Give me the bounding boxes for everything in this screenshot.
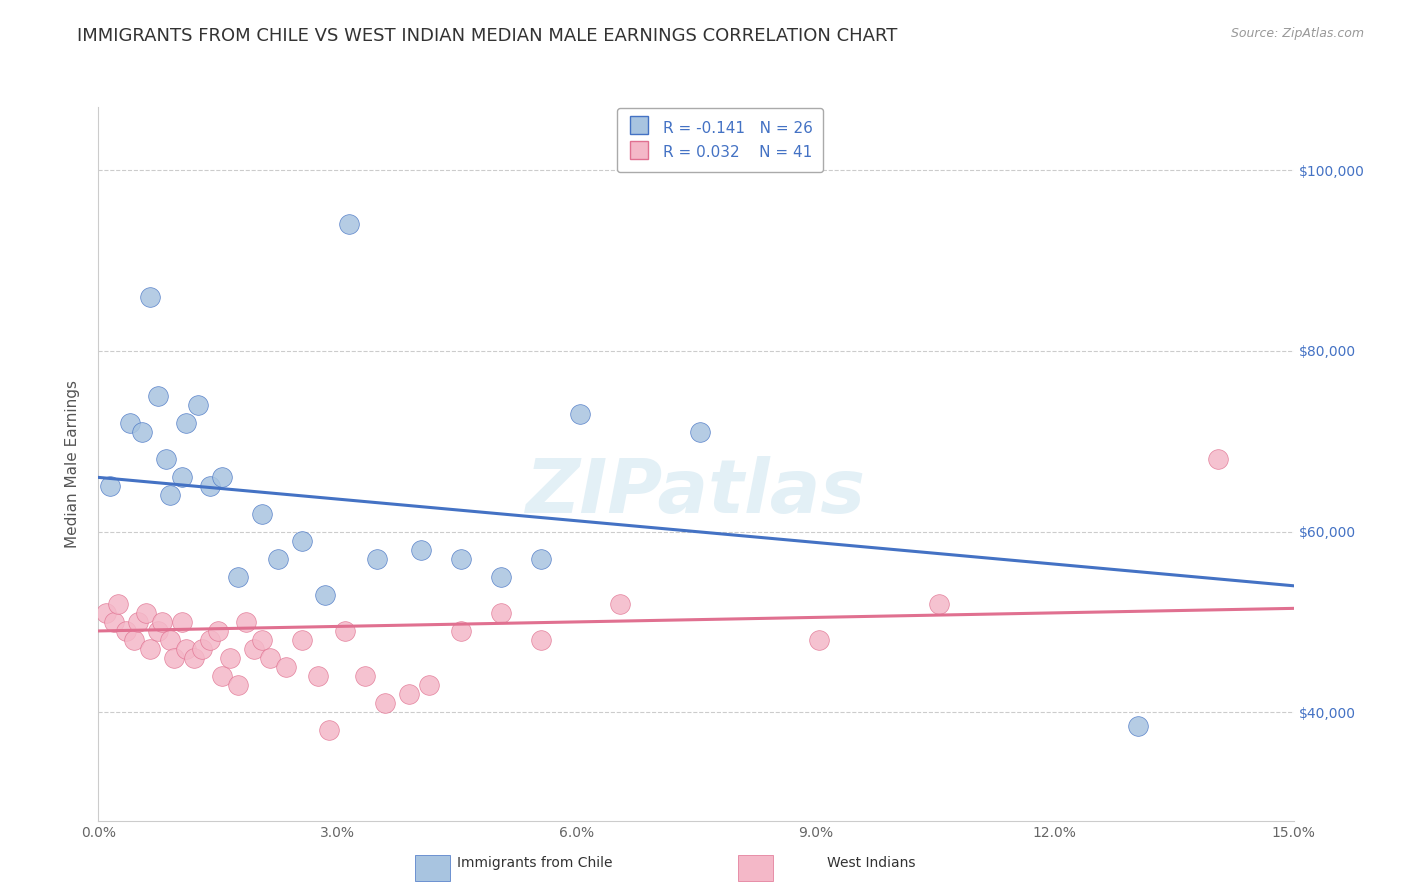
Point xyxy=(150,615,173,629)
Point xyxy=(398,687,420,701)
Point xyxy=(250,507,273,521)
Y-axis label: Median Male Earnings: Median Male Earnings xyxy=(65,380,80,548)
Point xyxy=(335,624,357,638)
Point xyxy=(366,551,388,566)
Point xyxy=(148,624,170,638)
Point xyxy=(211,470,233,484)
Point xyxy=(1206,452,1229,467)
Point xyxy=(530,551,553,566)
Point xyxy=(411,542,433,557)
Point xyxy=(808,632,831,647)
Point xyxy=(315,588,337,602)
Point xyxy=(155,452,177,467)
Point xyxy=(928,597,950,611)
Point xyxy=(489,570,512,584)
Point xyxy=(609,597,631,611)
Point xyxy=(139,290,162,304)
Text: Source: ZipAtlas.com: Source: ZipAtlas.com xyxy=(1230,27,1364,40)
Text: IMMIGRANTS FROM CHILE VS WEST INDIAN MEDIAN MALE EARNINGS CORRELATION CHART: IMMIGRANTS FROM CHILE VS WEST INDIAN MED… xyxy=(77,27,897,45)
Point xyxy=(450,551,472,566)
Point xyxy=(172,615,194,629)
Point xyxy=(226,678,249,692)
Point xyxy=(307,669,329,683)
Bar xyxy=(415,855,450,881)
Point xyxy=(107,597,129,611)
Point xyxy=(259,651,281,665)
Point xyxy=(103,615,125,629)
Point xyxy=(198,479,221,493)
Point xyxy=(159,632,181,647)
Point xyxy=(318,723,340,738)
Point xyxy=(374,696,396,710)
Point xyxy=(96,606,118,620)
Point xyxy=(174,416,197,430)
Point xyxy=(127,615,149,629)
Legend: R = -0.141   N = 26, R = 0.032    N = 41: R = -0.141 N = 26, R = 0.032 N = 41 xyxy=(617,108,823,172)
Point xyxy=(1128,719,1150,733)
Point xyxy=(163,651,186,665)
Point xyxy=(243,642,266,657)
Point xyxy=(235,615,257,629)
Point xyxy=(530,632,553,647)
Point xyxy=(250,632,273,647)
Point xyxy=(124,632,146,647)
Text: Immigrants from Chile: Immigrants from Chile xyxy=(457,855,612,870)
Point xyxy=(187,398,209,412)
Point xyxy=(191,642,214,657)
Point xyxy=(489,606,512,620)
Point xyxy=(291,632,314,647)
Point xyxy=(267,551,290,566)
Point xyxy=(211,669,233,683)
Point xyxy=(569,407,592,421)
Point xyxy=(219,651,242,665)
Text: ZIPatlas: ZIPatlas xyxy=(526,456,866,529)
Point xyxy=(131,425,153,440)
Point xyxy=(339,218,361,232)
Point xyxy=(174,642,197,657)
Point xyxy=(159,488,181,502)
Point xyxy=(418,678,440,692)
Point xyxy=(172,470,194,484)
Bar xyxy=(738,855,773,881)
Point xyxy=(115,624,138,638)
Point xyxy=(226,570,249,584)
Point xyxy=(148,389,170,403)
Point xyxy=(207,624,229,638)
Point xyxy=(183,651,205,665)
Point xyxy=(135,606,157,620)
Point xyxy=(291,533,314,548)
Text: West Indians: West Indians xyxy=(828,855,915,870)
Point xyxy=(198,632,221,647)
Point xyxy=(354,669,377,683)
Point xyxy=(689,425,711,440)
Point xyxy=(139,642,162,657)
Point xyxy=(274,660,297,674)
Point xyxy=(120,416,142,430)
Point xyxy=(450,624,472,638)
Point xyxy=(98,479,122,493)
